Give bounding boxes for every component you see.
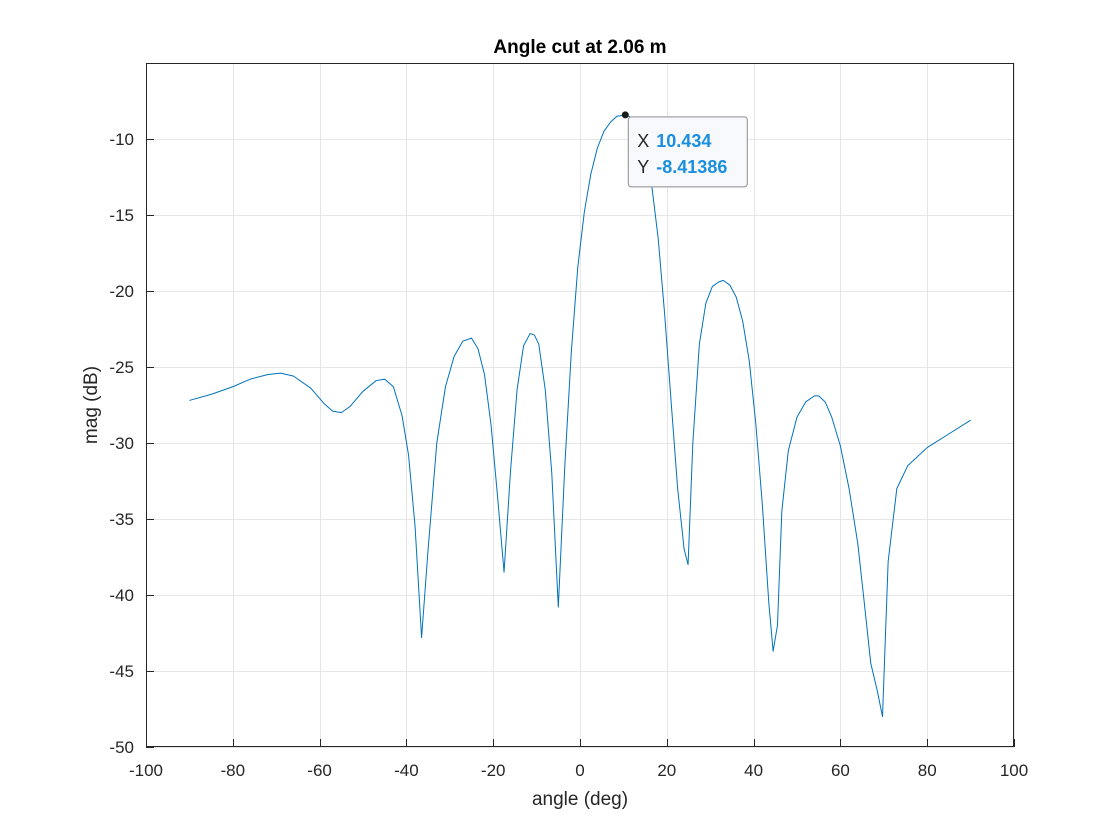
y-tick-label: -40 (109, 586, 134, 605)
chart-title: Angle cut at 2.06 m (493, 37, 666, 58)
x-tick-label: -20 (481, 761, 506, 780)
datatip-box (627, 116, 748, 188)
grid-lines (146, 63, 1015, 748)
datatip-y-key: Y (637, 157, 649, 177)
y-tick-label: -35 (109, 510, 134, 529)
series-line-0 (189, 114, 971, 718)
x-tick-label: 20 (657, 761, 676, 780)
y-tick-label: -15 (109, 206, 134, 225)
axes-box (146, 63, 1014, 747)
y-tick-label: -10 (109, 130, 134, 149)
plot-area (189, 114, 971, 718)
y-tick-label: -50 (109, 738, 134, 757)
datatip-marker[interactable] (621, 111, 629, 119)
datatip-x-value: 10.434 (656, 131, 711, 151)
datatip-x-key: X (637, 131, 649, 151)
y-axis-label: mag (dB) (81, 366, 102, 444)
x-tick-label: -100 (129, 761, 163, 780)
y-tick-label: -25 (109, 358, 134, 377)
x-tick-label: -80 (221, 761, 246, 780)
x-tick-label: -60 (307, 761, 332, 780)
tick-marks (146, 139, 1015, 748)
x-tick-label: 0 (575, 761, 584, 780)
x-tick-label: 60 (831, 761, 850, 780)
y-tick-label: -20 (109, 282, 134, 301)
y-tick-label: -30 (109, 434, 134, 453)
x-axis-label: angle (deg) (532, 789, 628, 810)
datatip-y-value: -8.41386 (656, 157, 727, 177)
datatip[interactable]: X 10.434 Y -8.41386 (621, 111, 748, 188)
x-tick-label: 40 (744, 761, 763, 780)
x-tick-label: 80 (918, 761, 937, 780)
x-tick-label: -40 (394, 761, 419, 780)
y-tick-label: -45 (109, 662, 134, 681)
tick-labels: -100 -80 -60 -40 -20 0 20 40 60 80 100 -10 -15 -20 -25… (109, 130, 1028, 780)
x-tick-label: 100 (1000, 761, 1028, 780)
